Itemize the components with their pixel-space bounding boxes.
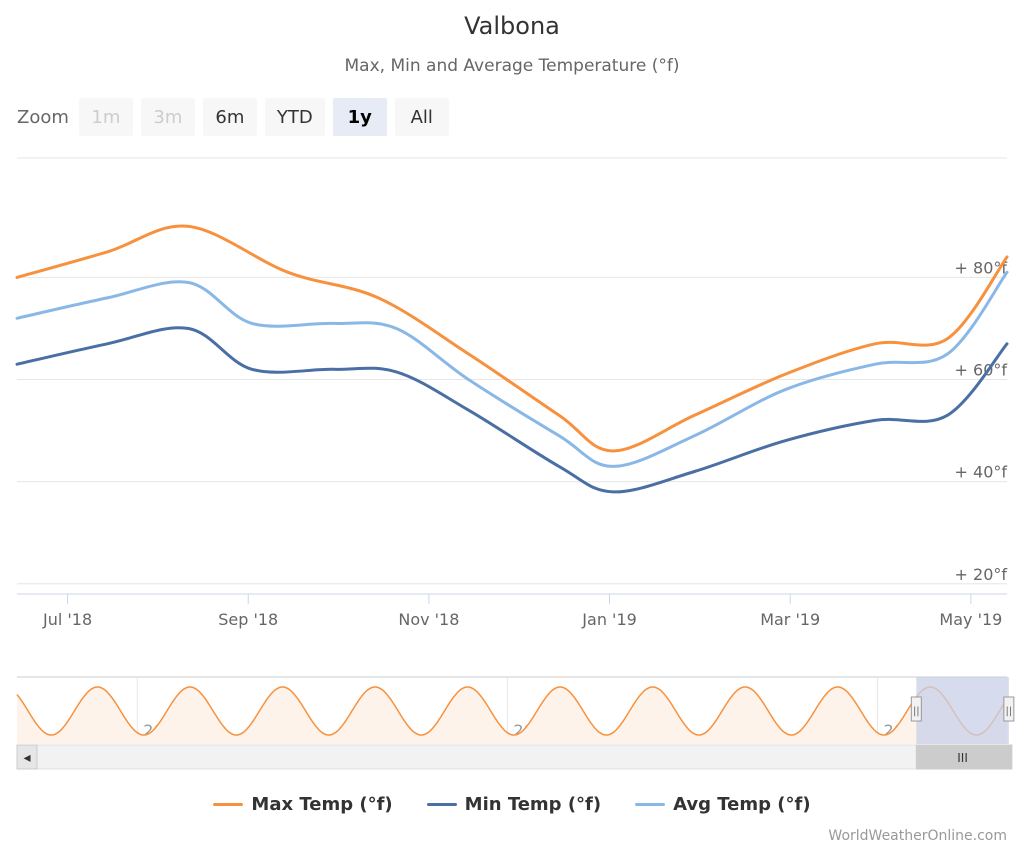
y-tick-label: + 60°f	[955, 361, 1008, 380]
zoom-label: Zoom	[17, 106, 69, 128]
handle-grip-icon: ||	[913, 706, 920, 717]
y-tick-label: + 80°f	[955, 258, 1008, 277]
handle-body	[910, 696, 922, 722]
x-tick-label: Sep '18	[218, 610, 278, 629]
navigator-selection-mask	[916, 677, 1009, 744]
x-tick-label: Mar '19	[760, 610, 820, 629]
chart-title: Valbona	[464, 12, 560, 40]
zoom-ytd-button[interactable]: YTD	[264, 98, 325, 136]
credit-link[interactable]: WorldWeatherOnline.com	[828, 828, 1007, 844]
navigator-left-handle[interactable]: ||	[910, 696, 922, 722]
scrollbar-thumb-grip-icon: III	[957, 751, 968, 765]
series-line-min	[15, 326, 1009, 494]
series-line-max	[15, 224, 1009, 453]
scrollbar[interactable]: ◂▸III	[16, 744, 1013, 770]
zoom-3m-button[interactable]: 3m	[140, 98, 195, 136]
chart-subtitle: Max, Min and Average Temperature (°f)	[344, 56, 680, 76]
zoom-toolbar: Zoom 1m 3m 6m YTD 1y All	[17, 98, 457, 136]
x-tick-label: Nov '18	[398, 610, 459, 629]
series-line-avg	[15, 270, 1009, 468]
legend-label-max: Max Temp (°f)	[251, 794, 393, 815]
zoom-all-button[interactable]: All	[394, 98, 449, 136]
main-plot-area: + 20°f + 40°f + 60°f + 80°f Jul '18 Sep '18 No…	[15, 157, 1009, 629]
zoom-6m-button[interactable]: 6m	[202, 98, 257, 136]
legend-label-avg: Avg Temp (°f)	[673, 794, 811, 815]
x-tick-label: May '19	[939, 610, 1002, 629]
handle-grip-icon: ||	[1005, 706, 1012, 717]
zoom-1y-button[interactable]: 1y	[332, 98, 387, 136]
legend-item-avg[interactable]: Avg Temp (°f)	[635, 794, 811, 815]
legend-swatch-min	[426, 803, 457, 806]
legend-item-max[interactable]: Max Temp (°f)	[213, 794, 393, 815]
legend-swatch-max	[213, 803, 244, 806]
x-tick-label: Jan '19	[581, 610, 637, 629]
y-tick-label: + 40°f	[955, 463, 1008, 482]
navigator[interactable]: 201020142018||||	[16, 676, 1015, 744]
scroll-left-arrow-icon: ◂	[23, 750, 30, 766]
legend: Max Temp (°f) Min Temp (°f) Avg Temp (°f…	[0, 794, 1024, 815]
scrollbar-track	[16, 744, 1008, 770]
navigator-series-line	[16, 686, 1008, 736]
scrollbar-thumb[interactable]	[915, 744, 1013, 770]
navigator-right-handle[interactable]: ||	[1003, 696, 1015, 722]
zoom-1m-button[interactable]: 1m	[78, 98, 133, 136]
legend-swatch-avg	[635, 803, 666, 806]
y-tick-label: + 20°f	[955, 565, 1008, 584]
handle-body	[1003, 696, 1015, 722]
legend-label-min: Min Temp (°f)	[464, 794, 602, 815]
legend-item-min[interactable]: Min Temp (°f)	[426, 794, 602, 815]
x-tick-label: Jul '18	[42, 610, 92, 629]
scrollbar-left-button[interactable]	[16, 744, 38, 770]
navigator-area-fill	[17, 687, 1007, 744]
